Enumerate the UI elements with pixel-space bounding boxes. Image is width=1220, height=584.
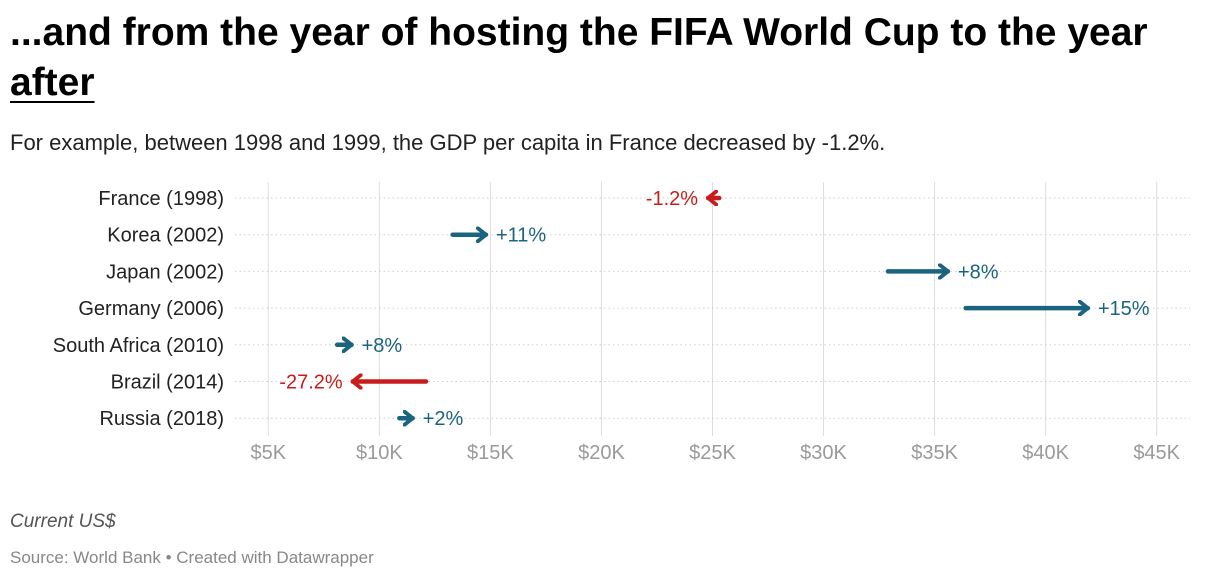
chart-subtitle: For example, between 1998 and 1999, the …	[10, 130, 886, 155]
x-tick-label: $30K	[800, 442, 847, 464]
change-label: -27.2%	[279, 372, 343, 394]
x-tick-label: $20K	[578, 442, 625, 464]
row-label: Russia (2018)	[99, 408, 224, 430]
x-tick-label: $10K	[356, 442, 403, 464]
change-label: +8%	[958, 261, 999, 283]
chart-title: ...and from the year of hosting the FIFA…	[10, 8, 1200, 108]
change-label: +2%	[423, 408, 464, 430]
x-tick-label: $40K	[1022, 442, 1069, 464]
change-label: +11%	[496, 225, 546, 247]
arrow-chart: France (1998) -1.2% Korea (2002) +11% Japan …	[53, 182, 1190, 464]
row-label: Korea (2002)	[107, 225, 224, 247]
row-label: South Africa (2010)	[53, 335, 224, 357]
x-axis: $5K $10K $15K $20K $25K $30K $35K $40K $45K	[251, 442, 1181, 464]
row-label: Germany (2006)	[78, 298, 224, 320]
x-tick-label: $45K	[1133, 442, 1180, 464]
row-label: Brazil (2014)	[111, 372, 224, 394]
change-label: +15%	[1098, 298, 1150, 320]
chart-notes: Current US$	[10, 511, 116, 532]
row-label: Japan (2002)	[106, 261, 224, 283]
row-label: France (1998)	[98, 188, 224, 210]
title-prefix: ...and from the year of hosting the FIFA…	[10, 11, 1148, 54]
rows: France (1998) -1.2% Korea (2002) +11% Japan …	[53, 188, 1150, 430]
title-highlight: after	[10, 61, 95, 104]
x-tick-label: $35K	[911, 442, 958, 464]
x-tick-label: $5K	[251, 442, 287, 464]
change-label: +8%	[362, 335, 403, 357]
x-tick-label: $25K	[689, 442, 736, 464]
change-label: -1.2%	[646, 188, 698, 210]
x-tick-label: $15K	[467, 442, 514, 464]
chart-source: Source: World Bank • Created with Datawr…	[10, 548, 374, 567]
